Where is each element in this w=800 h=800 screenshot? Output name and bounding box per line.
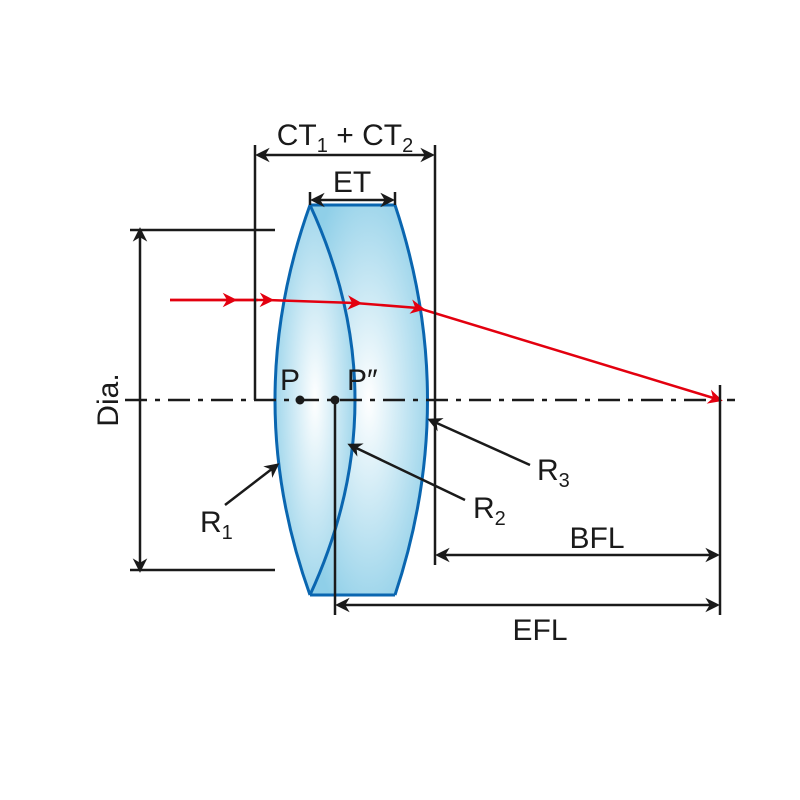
label-R2: R2	[473, 492, 506, 530]
label-R3: R3	[537, 454, 570, 492]
label-BFL: BFL	[569, 522, 624, 555]
ray	[170, 300, 720, 400]
label-Ppp: P″	[347, 364, 378, 397]
label-Dia: Dia.	[92, 373, 125, 426]
leader-R1: R1	[200, 465, 277, 544]
label-ET: ET	[333, 166, 371, 199]
label-CT: CT1 + CT2	[277, 119, 413, 157]
dim-ET: ET	[310, 166, 395, 205]
label-P: P	[280, 364, 300, 397]
leader-R3: R3	[430, 420, 570, 492]
label-EFL: EFL	[512, 614, 567, 647]
label-R1: R1	[200, 506, 233, 544]
dim-BFL: BFL	[438, 522, 717, 555]
